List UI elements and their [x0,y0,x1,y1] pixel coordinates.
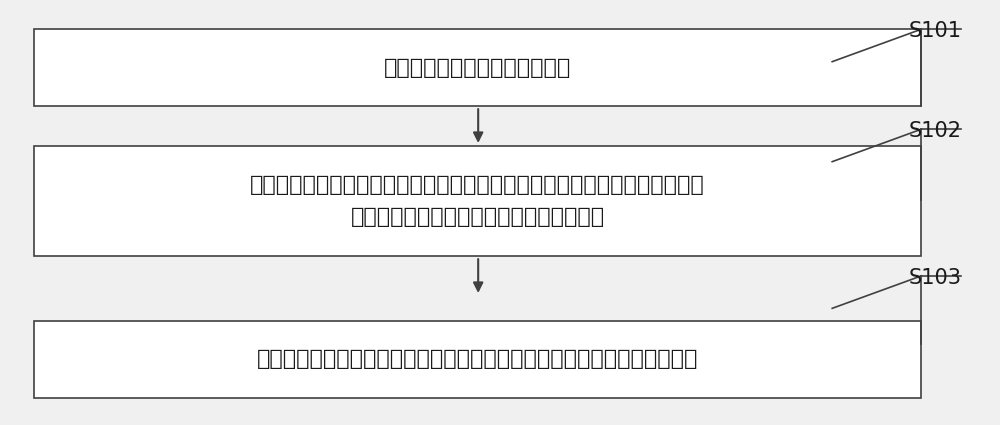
Text: 基于预设的电力预估模型对电力参数进行分析，从而获得分布式电源在未来预
设时间段内的电力负荷趋势和趋势预测数值: 基于预设的电力预估模型对电力参数进行分析，从而获得分布式电源在未来预 设时间段内… [250,175,705,227]
Text: S101: S101 [908,21,961,41]
Bar [34,146,921,256]
Text: 判断趋势预测数值是否满足预设电力需求阈值，若不满足，则生成预警信息: 判断趋势预测数值是否满足预设电力需求阈值，若不满足，则生成预警信息 [257,349,698,369]
Text: S102: S102 [908,121,961,141]
Bar [34,321,921,398]
Text: 采集分布式电源输出的电力参数: 采集分布式电源输出的电力参数 [384,58,571,78]
Text: S103: S103 [908,267,961,287]
Bar [34,29,921,106]
